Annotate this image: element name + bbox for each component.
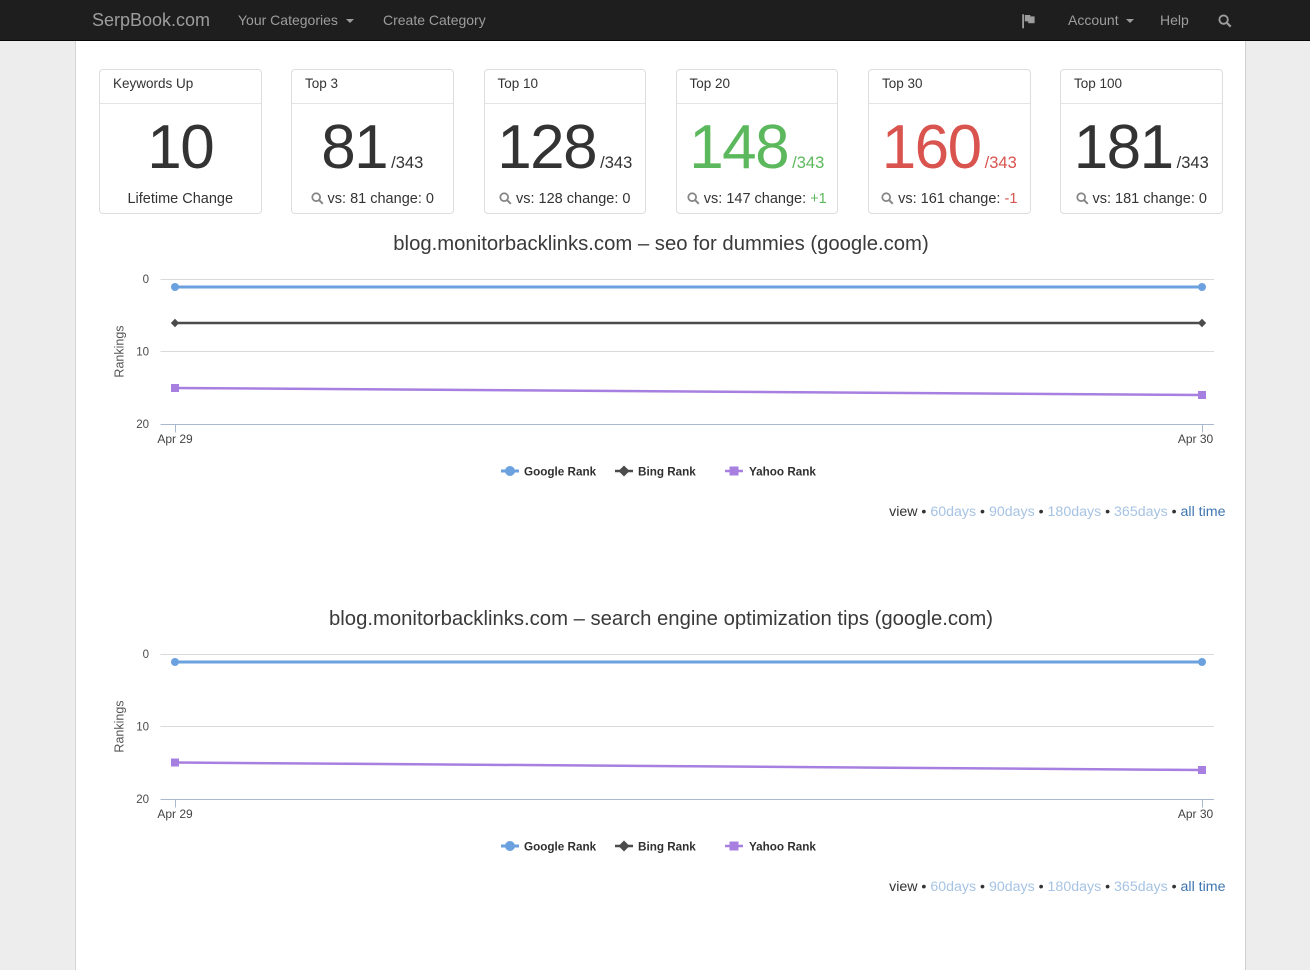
svg-text:Google Rank: Google Rank xyxy=(524,841,597,854)
svg-text:Google Rank: Google Rank xyxy=(524,466,597,479)
svg-text:Rankings: Rankings xyxy=(113,700,127,752)
svg-text:Bing Rank: Bing Rank xyxy=(638,841,696,854)
svg-text:Apr 30: Apr 30 xyxy=(1178,432,1214,446)
svg-text:20: 20 xyxy=(136,419,149,431)
svg-text:0: 0 xyxy=(143,274,149,286)
svg-text:Bing Rank: Bing Rank xyxy=(638,466,696,479)
svg-text:10: 10 xyxy=(136,347,149,359)
svg-text:10: 10 xyxy=(136,722,149,734)
svg-text:Apr 29: Apr 29 xyxy=(157,432,193,446)
svg-text:blog.monitorbacklinks.com – se: blog.monitorbacklinks.com – seo for dumm… xyxy=(393,233,928,255)
svg-text:Apr 29: Apr 29 xyxy=(157,807,193,821)
svg-text:20: 20 xyxy=(136,794,149,806)
svg-text:0: 0 xyxy=(143,649,149,661)
svg-text:Apr 30: Apr 30 xyxy=(1178,807,1214,821)
svg-text:Rankings: Rankings xyxy=(113,325,127,377)
svg-text:blog.monitorbacklinks.com – se: blog.monitorbacklinks.com – search engin… xyxy=(329,608,993,630)
svg-text:Yahoo Rank: Yahoo Rank xyxy=(749,466,816,479)
svg-text:Yahoo Rank: Yahoo Rank xyxy=(749,841,816,854)
